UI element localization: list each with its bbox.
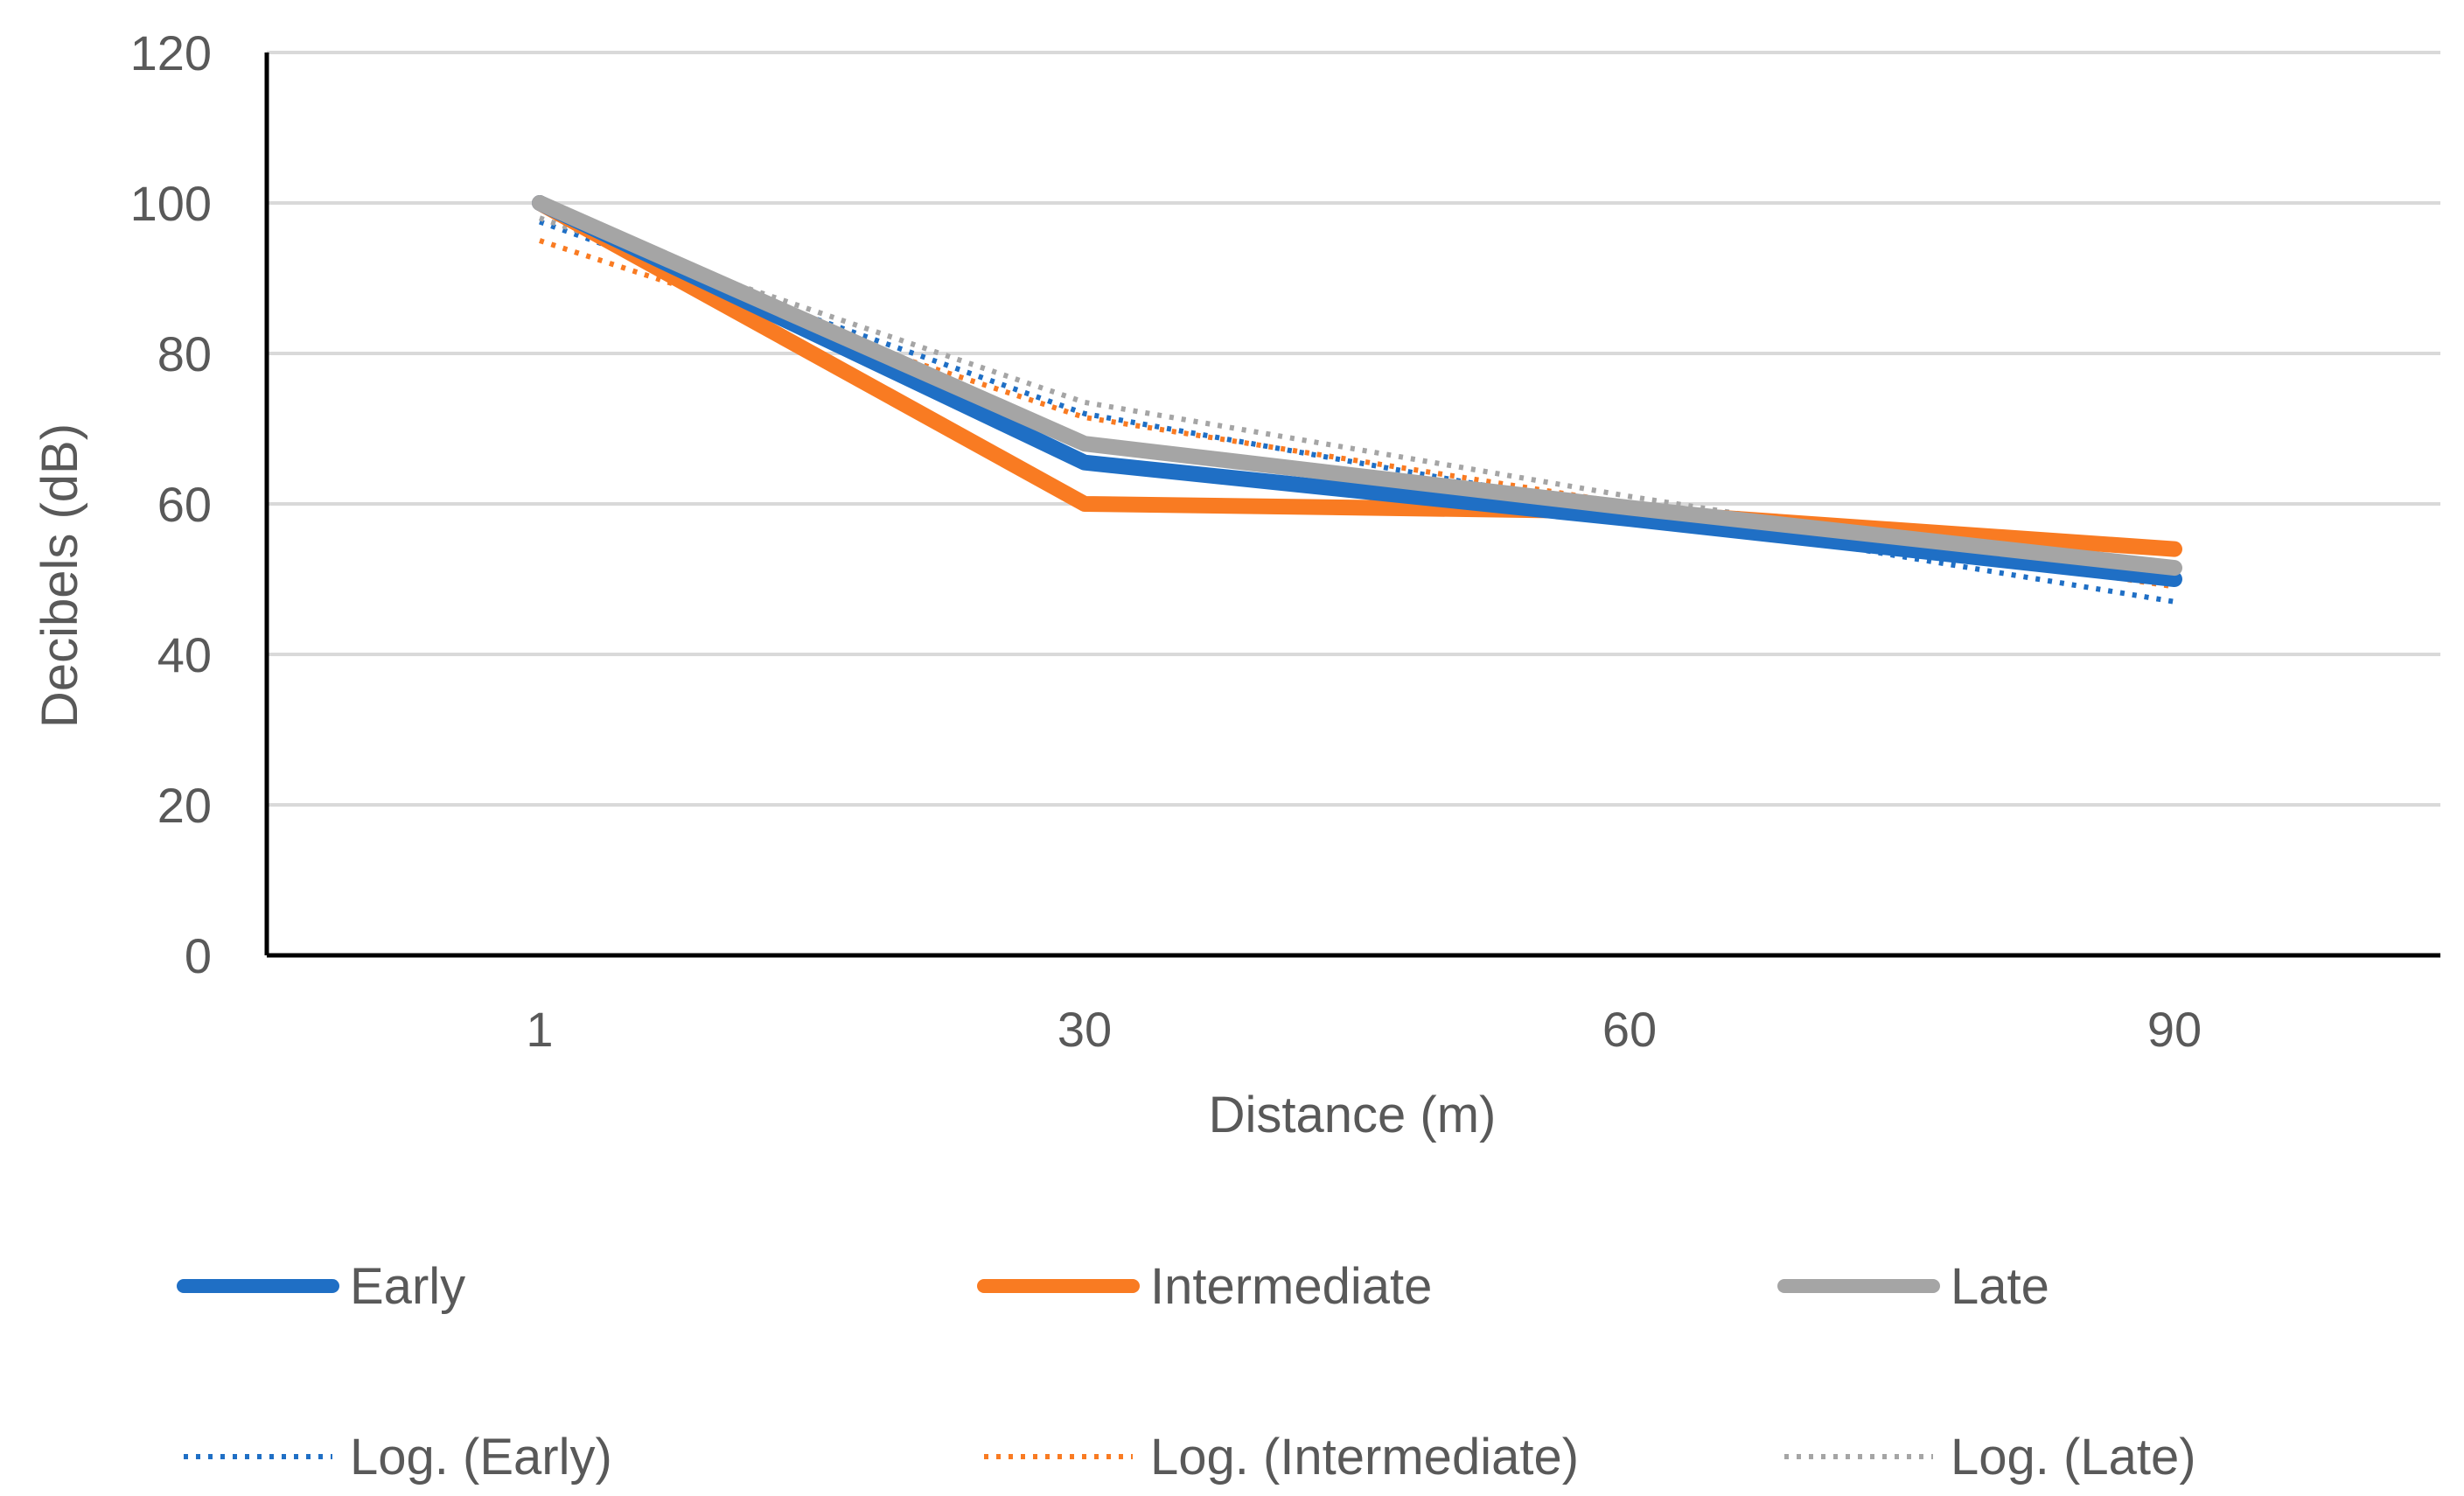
y-tick-labels: 0 20 40 60 80 100 120: [130, 25, 212, 983]
x-tick-label: 1: [526, 1002, 553, 1057]
legend-label-trendline: Log. (Early): [350, 1429, 612, 1486]
x-axis-title: Distance (m): [1209, 1087, 1497, 1143]
y-axis-title: Decibels (dB): [31, 423, 88, 728]
x-tick-labels: 1 30 60 90: [526, 1002, 2202, 1057]
series-line-late: [532, 195, 2182, 577]
y-tick-label: 80: [157, 326, 212, 381]
x-tick-label: 90: [2147, 1002, 2202, 1057]
y-tick-label: 100: [130, 176, 212, 231]
y-tick-label: 60: [157, 477, 212, 532]
x-tick-label: 60: [1602, 1002, 1657, 1057]
y-tick-label: 120: [130, 25, 212, 80]
legend-label-intermediate: Intermediate: [1150, 1258, 1432, 1315]
legend-label-trendline: Log. (Late): [1951, 1429, 2196, 1486]
legend-label-late: Late: [1951, 1258, 2049, 1315]
x-tick-label: 30: [1057, 1002, 1112, 1057]
axes: [264, 52, 2440, 958]
y-tick-label: 0: [185, 928, 212, 983]
y-tick-label: 20: [157, 778, 212, 833]
series-line-early: [532, 195, 2182, 587]
legend: Early Intermediate Late Log. (Early) Log. (I…: [177, 1258, 2196, 1486]
series-lines: [532, 195, 2182, 587]
gridlines: [267, 51, 2440, 807]
legend-label-early: Early: [350, 1258, 465, 1315]
y-tick-label: 40: [157, 627, 212, 682]
legend-label-trendline: Log. (Intermediate): [1150, 1429, 1579, 1486]
